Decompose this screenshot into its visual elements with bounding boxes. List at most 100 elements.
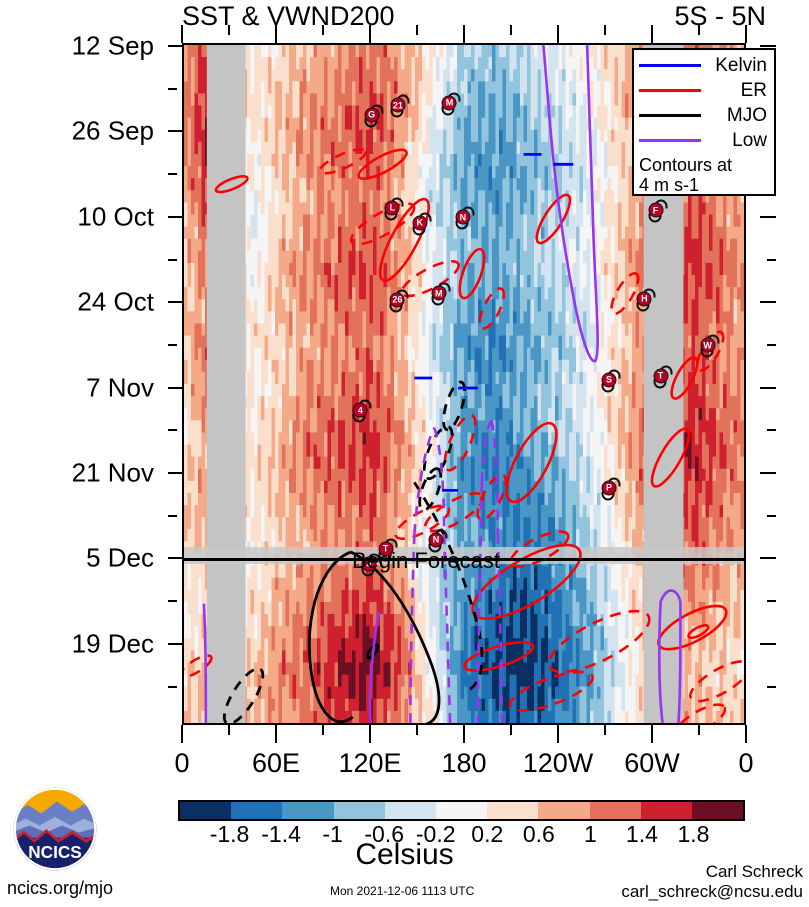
storm-disc [378, 541, 394, 557]
colorbar-swatch [487, 802, 539, 819]
er-contours-dashed [184, 148, 744, 723]
y-axis-tick [168, 215, 184, 218]
legend-line-mjo [639, 114, 701, 117]
storm-marker[interactable]: W [697, 334, 720, 358]
y-axis-label: 5 Dec [86, 542, 154, 573]
colorbar-swatch [435, 802, 488, 819]
y-axis-minor-tick [168, 600, 177, 603]
storm-label: P [606, 482, 613, 493]
storm-label: S [606, 374, 613, 385]
y-axis-tick [168, 557, 184, 560]
ncics-site-link[interactable]: ncics.org/mjo [6, 878, 114, 898]
storm-label: N [432, 534, 440, 545]
storm-marker[interactable]: 4 [350, 399, 372, 423]
colorbar [178, 800, 745, 821]
low-contours-solid [202, 45, 682, 723]
x-axis-minor-tick [416, 725, 418, 735]
x-axis-ticks [181, 725, 747, 747]
colorbar-swatch [538, 802, 590, 819]
storm-label: 26 [392, 294, 403, 305]
y-axis-minor-tick [168, 87, 177, 90]
top-axis-minor-tick [510, 25, 512, 35]
storm-disc [428, 532, 444, 548]
y-axis-tick [168, 130, 184, 133]
legend-label: Kelvin [715, 54, 767, 76]
storm-label: W [703, 340, 712, 351]
storm-disc [412, 215, 428, 231]
legend-row-low: Low [639, 128, 769, 153]
storm-marker[interactable]: L [382, 197, 404, 221]
colorbar-tick-label: 0.6 [522, 821, 555, 847]
storm-disc [352, 402, 368, 418]
storm-label: M [435, 288, 443, 299]
y-axis-tick-right [760, 215, 776, 218]
colorbar-title: Celsius [355, 838, 454, 871]
colorbar-swatch [589, 802, 641, 819]
contour-interval-value: 4 m s-1 [639, 175, 700, 195]
x-axis-tick [651, 725, 653, 743]
y-axis-label: 24 Oct [77, 286, 154, 317]
x-axis-label: 0 [174, 748, 190, 778]
storm-marker[interactable]: N [452, 206, 475, 230]
storm-label: J [366, 558, 372, 569]
storm-disc [389, 292, 405, 308]
x-axis-tick [463, 725, 465, 743]
storm-disc [700, 337, 716, 353]
author-email[interactable]: carl_schreck@ncsu.edu [621, 882, 803, 901]
storm-marker[interactable]: N [426, 529, 448, 553]
storm-marker[interactable]: P [599, 477, 621, 501]
storm-marker[interactable]: F [645, 199, 668, 223]
storm-marker[interactable]: M [428, 282, 451, 306]
legend-line-kelvin [639, 64, 701, 67]
legend-line-low [639, 139, 701, 142]
x-axis-labels: 0 60E 120E 180 120W 60W 0 [174, 748, 753, 782]
y-axis-tick-right [760, 301, 776, 304]
storm-label: L [389, 202, 396, 213]
contour-legend: Kelvin ER MJO Low Contours at 4 m s-1 [632, 48, 776, 196]
colorbar-swatch [180, 802, 232, 819]
y-axis-minor-tick [168, 258, 177, 261]
storm-marker[interactable]: 21 [387, 94, 410, 118]
colorbar-tick-label: 0.2 [471, 821, 504, 847]
y-axis-label: 12 Sep [71, 30, 154, 61]
colorbar-swatch [691, 802, 744, 819]
storm-disc [636, 291, 652, 307]
colorbar-tick-label: -0.2 [415, 821, 456, 847]
storm-disc [601, 372, 617, 388]
legend-label: ER [740, 79, 767, 101]
y-axis-minor-tick-right [767, 600, 776, 603]
x-axis-minor-tick [510, 725, 512, 735]
top-axis-minor-tick [322, 25, 324, 35]
x-axis-label: 120E [338, 748, 402, 778]
storm-disc [441, 95, 457, 111]
y-axis-tick-right [760, 386, 776, 389]
storm-label: F [652, 205, 659, 216]
top-axis-ticks [181, 25, 747, 45]
legend-row-er: ER [639, 78, 769, 103]
colorbar-swatch [384, 802, 436, 819]
legend-label: MJO [726, 104, 767, 126]
y-axis-label: 19 Dec [71, 628, 154, 659]
storm-marker[interactable]: H [634, 288, 656, 312]
storm-marker[interactable]: T [375, 538, 398, 562]
hovmoller-plot-area[interactable]: G 21 M L K N F 26 M H W T S 4 P T N J [182, 43, 746, 725]
x-axis-tick [275, 725, 277, 743]
storm-marker[interactable]: T [650, 365, 673, 389]
colorbar-tick-label: 1 [583, 821, 597, 847]
colorbar-tick-label: -1 [322, 821, 343, 847]
x-axis-label: 0 [738, 748, 754, 778]
y-axis-tick-right [760, 642, 776, 645]
storm-disc [601, 480, 617, 496]
storm-marker[interactable]: 26 [387, 289, 409, 313]
storm-marker[interactable]: G [361, 104, 384, 128]
storm-marker[interactable]: M [439, 92, 461, 116]
y-axis-label: 21 Nov [71, 457, 154, 488]
storm-disc [431, 285, 447, 301]
storm-marker[interactable]: K [409, 212, 432, 236]
x-axis-minor-tick [698, 725, 700, 735]
storm-label: T [657, 370, 664, 381]
storm-marker[interactable]: S [599, 369, 621, 393]
colorbar-tick-label: -1.4 [261, 821, 301, 847]
kelvin-contours [414, 152, 574, 492]
y-axis-label: 10 Oct [77, 201, 154, 232]
